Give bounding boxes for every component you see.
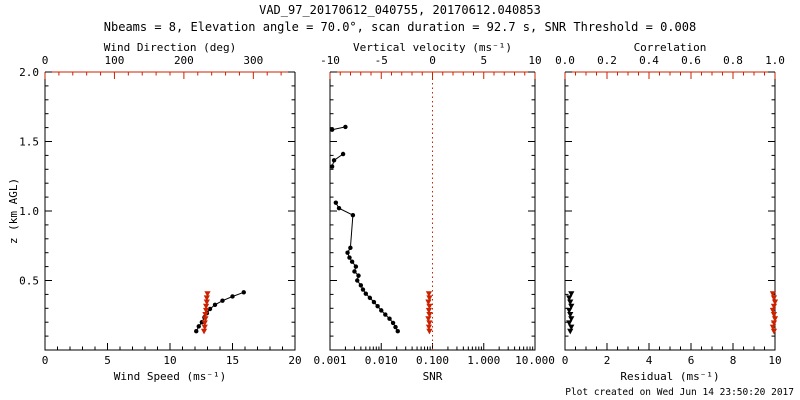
svg-text:5: 5 bbox=[104, 354, 111, 367]
svg-text:0: 0 bbox=[429, 54, 436, 67]
svg-text:5: 5 bbox=[480, 54, 487, 67]
svg-text:0.2: 0.2 bbox=[597, 54, 617, 67]
svg-text:2: 2 bbox=[604, 354, 611, 367]
svg-text:1.0: 1.0 bbox=[765, 54, 785, 67]
y-axis-label: z (km AGL) bbox=[7, 178, 20, 244]
svg-text:4: 4 bbox=[646, 354, 653, 367]
svg-text:15: 15 bbox=[226, 354, 239, 367]
x-axis-label: Residual (ms⁻¹) bbox=[620, 370, 719, 383]
svg-text:0.010: 0.010 bbox=[365, 354, 398, 367]
series-snr bbox=[329, 124, 400, 334]
svg-text:10.000: 10.000 bbox=[515, 354, 555, 367]
svg-text:0: 0 bbox=[42, 54, 49, 67]
plot-title: VAD_97_20170612_040755, 20170612.040853 bbox=[259, 3, 541, 17]
svg-text:20: 20 bbox=[288, 354, 301, 367]
series-vertical-velocity bbox=[425, 291, 433, 335]
svg-text:0.001: 0.001 bbox=[313, 354, 346, 367]
plot-created-timestamp: Plot created on Wed Jun 14 23:50:20 2017 bbox=[565, 387, 794, 398]
svg-text:1.000: 1.000 bbox=[467, 354, 500, 367]
svg-text:10: 10 bbox=[768, 354, 781, 367]
svg-text:0.4: 0.4 bbox=[639, 54, 659, 67]
svg-text:2.0: 2.0 bbox=[19, 66, 39, 79]
svg-text:-10: -10 bbox=[320, 54, 340, 67]
top-axis-label: Vertical velocity (ms⁻¹) bbox=[353, 41, 512, 54]
top-axis-label: Correlation bbox=[634, 41, 707, 54]
series-wind-direction bbox=[200, 291, 211, 335]
x-axis-label: Wind Speed (ms⁻¹) bbox=[114, 370, 227, 383]
x-axis-label: SNR bbox=[423, 370, 443, 383]
svg-text:0: 0 bbox=[562, 354, 569, 367]
svg-text:10: 10 bbox=[163, 354, 176, 367]
svg-text:0.0: 0.0 bbox=[555, 54, 575, 67]
svg-text:200: 200 bbox=[174, 54, 194, 67]
svg-text:0.5: 0.5 bbox=[19, 275, 39, 288]
svg-text:0.100: 0.100 bbox=[416, 354, 449, 367]
snr-panel: 0.001 0.010 0.100 1.000 10.000 -10 -5 0 5 10 SNR Ve… bbox=[313, 41, 554, 383]
svg-text:0.8: 0.8 bbox=[723, 54, 743, 67]
series-wind-speed bbox=[194, 290, 246, 334]
svg-text:100: 100 bbox=[105, 54, 125, 67]
svg-text:1.5: 1.5 bbox=[19, 136, 39, 149]
plot-subtitle: Nbeams = 8, Elevation angle = 70.0°, sca… bbox=[103, 20, 697, 34]
svg-text:0.6: 0.6 bbox=[681, 54, 701, 67]
series-correlation bbox=[769, 291, 779, 335]
series-residual bbox=[566, 291, 575, 335]
svg-text:8: 8 bbox=[730, 354, 737, 367]
residual-panel: 0 2 4 6 8 10 0.0 0.2 0.4 0.6 0.8 1.0 Residual (ms⁻¹)… bbox=[555, 41, 785, 383]
svg-text:6: 6 bbox=[688, 354, 695, 367]
top-axis-label: Wind Direction (deg) bbox=[104, 41, 236, 54]
svg-text:1.0: 1.0 bbox=[19, 205, 39, 218]
svg-text:-5: -5 bbox=[375, 54, 388, 67]
svg-text:10: 10 bbox=[528, 54, 541, 67]
svg-text:0: 0 bbox=[42, 354, 49, 367]
svg-text:300: 300 bbox=[243, 54, 263, 67]
